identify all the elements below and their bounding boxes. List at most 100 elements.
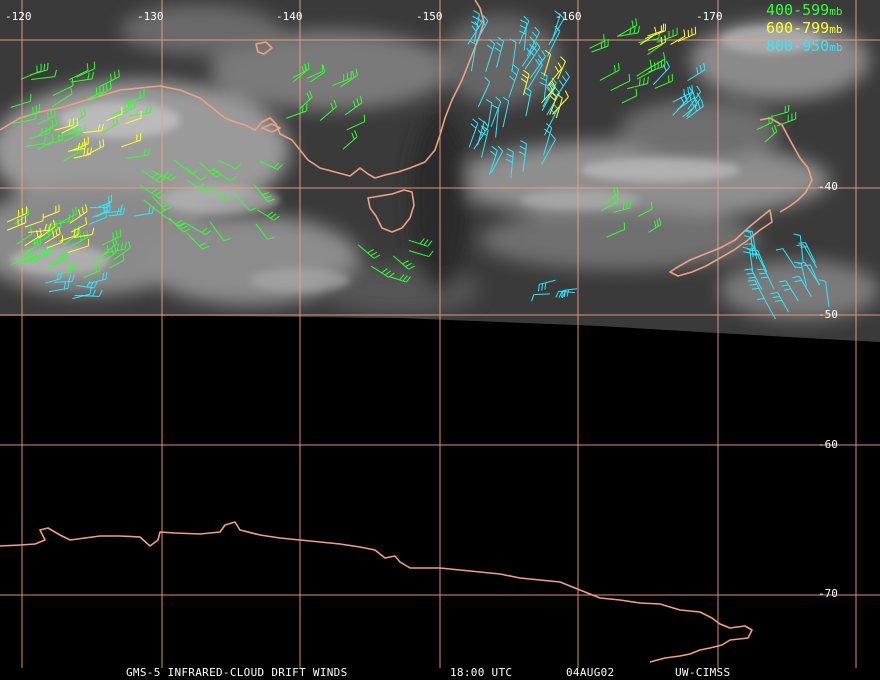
wind-barb (531, 293, 550, 302)
wind-barb (589, 34, 605, 49)
wind-barb (792, 275, 812, 297)
wind-barb (647, 23, 664, 37)
wind-barb (259, 160, 283, 170)
coastlines (0, 0, 813, 663)
wind-barb (778, 280, 799, 302)
wind-barb (408, 250, 434, 258)
wind-barb (88, 210, 107, 225)
wind-barb (86, 139, 105, 156)
wind-barb (744, 243, 765, 269)
wind-barb (102, 229, 122, 246)
wind-barb (37, 109, 56, 125)
wind-barb (744, 268, 763, 290)
wind-barb (52, 78, 74, 97)
wind-barb (31, 69, 57, 81)
wind-barb (553, 70, 570, 101)
wind-barb (10, 94, 32, 108)
wind-barb (543, 49, 552, 77)
wind-barb (771, 104, 790, 117)
wind-barb (539, 72, 548, 101)
lon-label-170: -170 (696, 10, 723, 23)
wind-barb (86, 84, 105, 100)
wind-barb (255, 223, 275, 240)
wind-barb (518, 140, 528, 172)
legend-range: 400-599 (766, 1, 829, 19)
pressure-level-legend: 400-599mb 600-799mb 800-950mb (766, 1, 842, 55)
wind-barb (210, 187, 231, 201)
wind-barb (126, 147, 151, 159)
wind-barb (37, 133, 54, 151)
wind-barb (770, 292, 789, 313)
wind-barb (600, 194, 619, 212)
wind-barb (371, 265, 395, 278)
wind-barb (340, 68, 358, 88)
wind-barb (492, 104, 499, 138)
wind-barb (639, 26, 657, 46)
wind-barb (488, 145, 498, 175)
wind-barb (764, 124, 778, 143)
wind-barb (89, 272, 108, 284)
wind-barb (757, 297, 777, 320)
wind-barb (59, 261, 79, 275)
wind-barb (24, 228, 42, 247)
wind-barb (610, 73, 631, 92)
wind-barb (524, 41, 541, 70)
lat-label-50: -50 (818, 308, 838, 321)
wind-barb (110, 101, 130, 117)
lon-label-130: -130 (137, 10, 164, 23)
wind-barb (319, 99, 337, 121)
wind-barb (233, 193, 257, 212)
wind-barb (69, 63, 89, 81)
wind-barb (292, 62, 310, 79)
wind-barb (654, 73, 673, 89)
wind-barb (73, 227, 95, 238)
wind-barb (209, 221, 231, 242)
lon-label-140: -140 (276, 10, 303, 23)
wind-barb (621, 88, 638, 104)
wind-barb (98, 69, 120, 88)
wind-barb (97, 194, 113, 208)
wind-barb (502, 96, 510, 128)
australia-south-coast (0, 0, 485, 179)
wind-barb (332, 71, 352, 86)
wind-barb (46, 235, 64, 249)
wind-barb (485, 39, 496, 72)
wind-barb (24, 136, 47, 147)
wind-barb (185, 232, 210, 250)
wind-barb (627, 76, 649, 90)
wind-barb (61, 206, 78, 223)
wind-barb (160, 213, 186, 228)
wind-barb (82, 264, 101, 279)
wind-barb (63, 124, 87, 142)
latitude-labels: -40 -50 -60 -70 (818, 180, 838, 600)
wind-barb (518, 15, 530, 45)
wind-barb (656, 27, 678, 43)
wind-barb (555, 290, 575, 299)
wind-barb (299, 90, 313, 110)
wind-barb (125, 111, 142, 125)
wind-barb (793, 233, 804, 263)
wind-barb (357, 244, 381, 259)
wind-barb (618, 18, 638, 37)
wind-barb (16, 227, 33, 245)
wind-barb (636, 59, 652, 77)
small-island (255, 41, 273, 55)
footer-time: 18:00 UTC (450, 666, 512, 679)
wind-barb (38, 219, 56, 239)
wind-barb (469, 40, 477, 72)
wind-barb (648, 217, 662, 233)
new-zealand-south (669, 209, 773, 277)
wind-barb (389, 274, 412, 283)
wind-barb (742, 246, 754, 271)
wind-barb (185, 222, 212, 236)
wind-barb (19, 248, 41, 264)
wind-barb (509, 38, 517, 72)
wind-barbs (6, 10, 830, 320)
wind-barb (591, 39, 609, 53)
legend-unit: mb (829, 41, 842, 54)
wind-barb (76, 61, 96, 78)
wind-barb (529, 50, 546, 79)
wind-barb (794, 261, 807, 287)
